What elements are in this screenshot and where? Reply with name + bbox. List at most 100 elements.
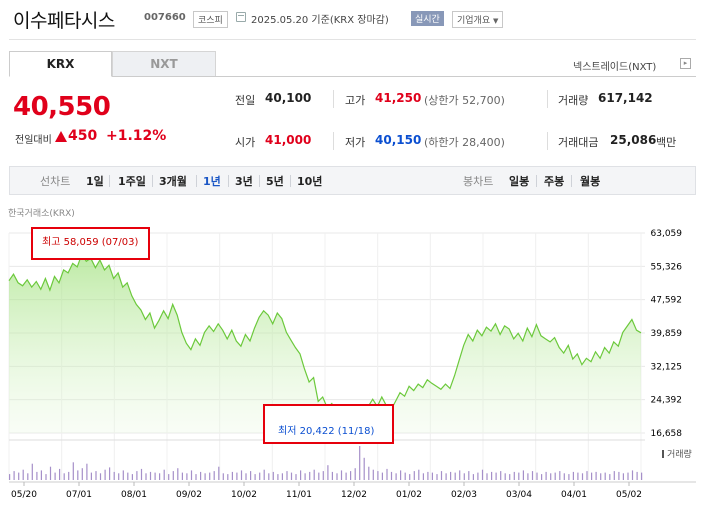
volume-legend: 거래량 (662, 447, 692, 460)
tab-krx[interactable]: KRX (9, 51, 112, 77)
volume-bar (245, 473, 247, 480)
volume-bar (240, 470, 243, 480)
period-10y[interactable]: 10년 (297, 175, 323, 188)
volume-bar (9, 474, 11, 480)
divider (290, 175, 291, 187)
price-change: 450 (68, 128, 98, 144)
low-label: 저가 (345, 136, 366, 149)
change-rate: +1.12% (106, 128, 167, 144)
volume-bar (45, 474, 47, 480)
volume-bar (109, 467, 111, 480)
upper-limit: (상한가 52,700) (424, 94, 505, 107)
volume-bar (86, 463, 88, 480)
x-tick-label: 08/01 (121, 490, 147, 500)
volume-bar (595, 471, 597, 480)
prev-close-label: 전일 (235, 94, 256, 107)
candle-weekly[interactable]: 주봉 (544, 175, 565, 188)
divider (547, 90, 548, 108)
tab-nxt[interactable]: NXT (112, 51, 216, 77)
volume-bar (513, 471, 515, 480)
volume-bar (572, 471, 574, 480)
high-callout (31, 227, 150, 260)
volume-label: 거래량 (558, 94, 589, 107)
divider (196, 175, 197, 187)
realtime-button[interactable]: 실시간 (411, 11, 444, 26)
volume-bar (559, 471, 561, 480)
y-tick-label: 24,392 (651, 396, 683, 406)
volume-bar (454, 472, 456, 480)
candle-daily[interactable]: 일봉 (509, 175, 530, 188)
volume-bar (95, 471, 97, 480)
tab-underline (112, 76, 696, 77)
volume-bar (118, 473, 120, 480)
volume-bar (340, 470, 343, 480)
volume-bar (459, 470, 461, 480)
volume-bar (622, 473, 624, 480)
volume-bar (422, 473, 424, 480)
volume-bar (268, 473, 270, 480)
volume-bar (218, 466, 220, 480)
company-overview-label: 기업개요 (457, 16, 491, 26)
volume-bar (359, 446, 361, 480)
period-3m[interactable]: 3개월 (159, 175, 187, 188)
change-label: 전일대비 (15, 135, 52, 146)
x-tick-label: 05/20 (11, 490, 37, 500)
divider (536, 175, 537, 187)
volume-bar (636, 471, 638, 480)
x-tick-label: 12/02 (341, 490, 367, 500)
volume-bar (431, 472, 433, 480)
period-3y[interactable]: 3년 (235, 175, 253, 188)
volume-bar (263, 469, 265, 480)
company-overview-dropdown[interactable]: 기업개요 ▼ (452, 11, 504, 28)
nextrade-link[interactable]: 넥스트레이드(NXT) (573, 62, 657, 73)
volume-bar (522, 470, 524, 480)
volume-bar (531, 471, 534, 480)
volume-bar (68, 471, 70, 480)
period-1w[interactable]: 1주일 (118, 175, 146, 188)
volume-bar (336, 473, 338, 480)
volume-bar (627, 472, 629, 480)
volume-bar (200, 471, 202, 480)
volume-bar (140, 468, 143, 480)
volume-bar (377, 471, 379, 480)
volume-bar (609, 474, 611, 480)
volume-bar (204, 473, 206, 480)
volume-bar (31, 463, 33, 480)
volume-bar (372, 469, 374, 480)
volume-bar (541, 474, 543, 480)
volume-bar (136, 471, 138, 480)
volume-bar (509, 474, 511, 480)
volume-bar (104, 469, 106, 480)
period-5y[interactable]: 5년 (266, 175, 284, 188)
x-tick-label: 04/01 (561, 490, 587, 500)
volume-bar (618, 471, 620, 480)
period-1d[interactable]: 1일 (86, 175, 104, 188)
volume-bar (550, 473, 552, 480)
price-chart[interactable]: 63,059 55,326 47,592 39,859 32,125 24,392 16,6… (0, 222, 705, 512)
x-tick-label: 11/01 (286, 490, 312, 500)
high-label: 고가 (345, 94, 366, 107)
price-area (9, 254, 641, 433)
volume-bar (13, 471, 15, 480)
external-link-icon[interactable]: ▸ (680, 58, 691, 69)
trade-value: 25,086 (610, 133, 657, 147)
volume-bar (127, 472, 129, 480)
volume-bar (641, 472, 643, 480)
volume-bar (145, 473, 147, 480)
low-label: 최저 20,422 (11/18) (278, 426, 375, 437)
line-chart-label: 선차트 (40, 175, 71, 188)
divider (333, 90, 334, 108)
period-1y[interactable]: 1년 (203, 175, 221, 188)
candle-monthly[interactable]: 월봉 (580, 175, 601, 188)
volume-bar (327, 465, 329, 480)
x-tick-label: 10/02 (231, 490, 257, 500)
volume-bar (586, 471, 588, 480)
divider (547, 132, 548, 150)
volume-bar (427, 471, 429, 480)
volume-bar (395, 473, 397, 480)
volume-bar (49, 466, 52, 480)
low-callout (263, 404, 394, 444)
volume-bar (231, 471, 233, 480)
volume-bar (354, 468, 356, 480)
volume-bar (413, 471, 415, 480)
